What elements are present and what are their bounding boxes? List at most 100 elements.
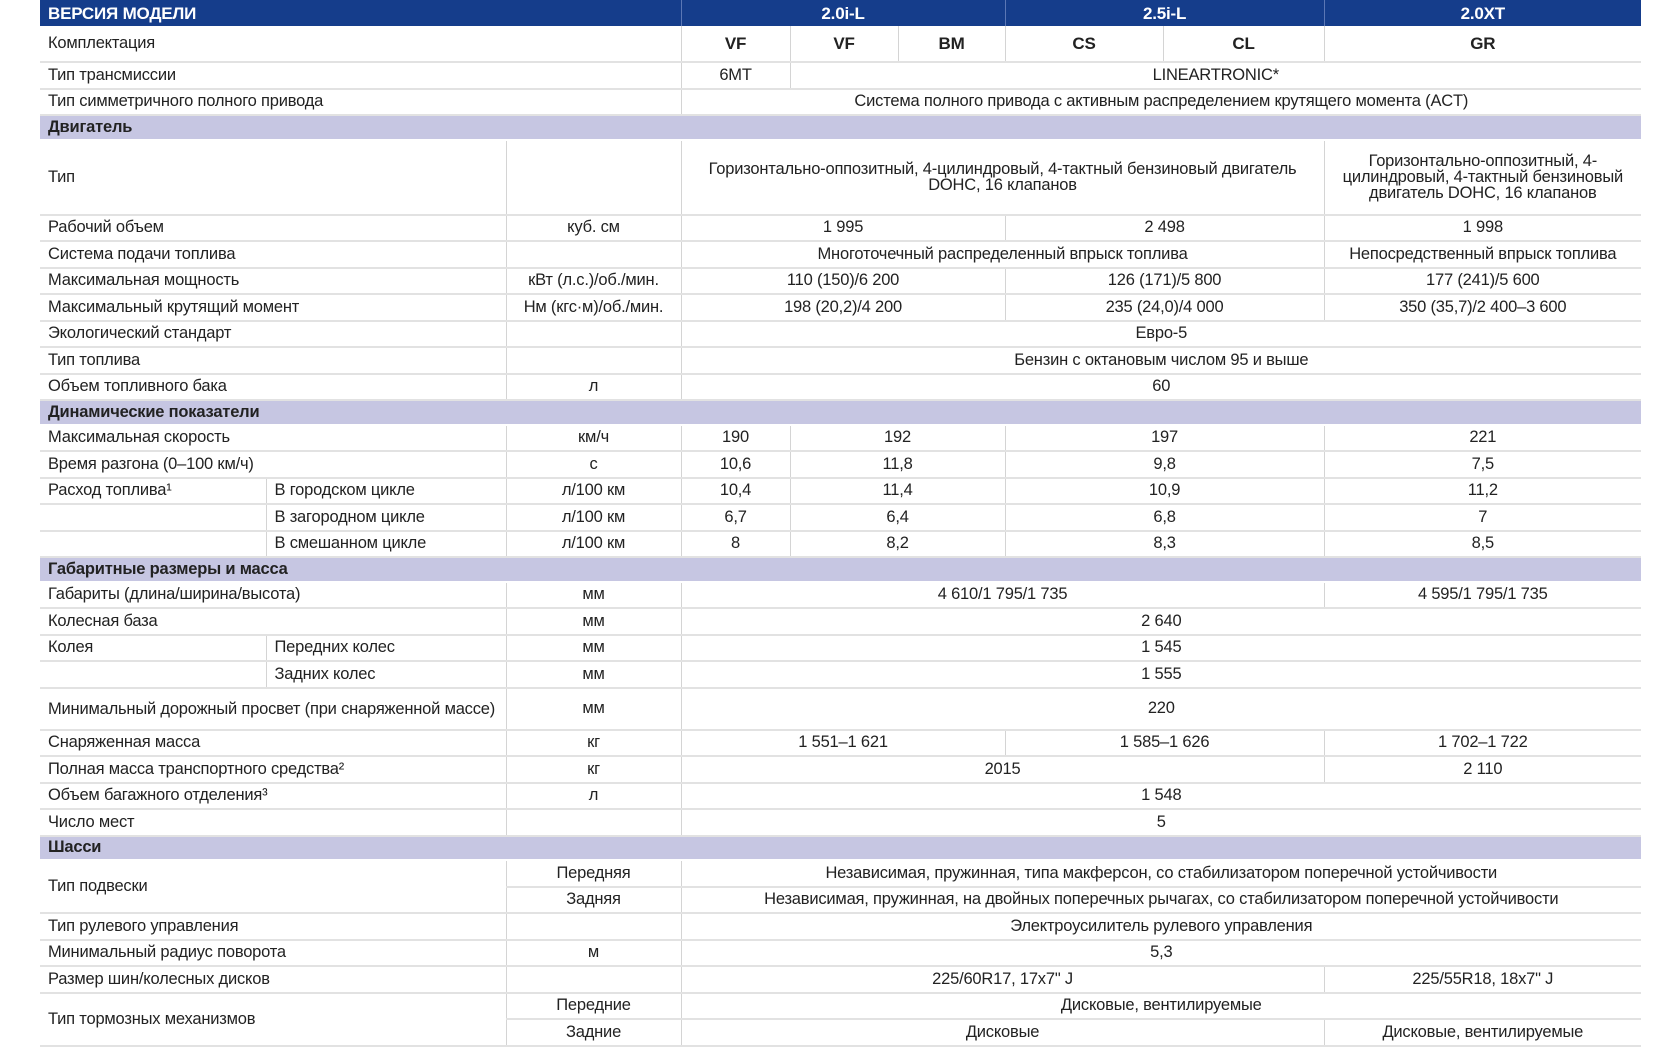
spec-row: Максимальная скорость км/ч 190 192 197 221 [40, 424, 1642, 452]
spec-unit: л [505, 373, 682, 401]
spec-value: Дисковые, вентилируемые [680, 992, 1642, 1020]
trim-vf-1: VF [680, 26, 791, 63]
spec-row: Объем багажного отделения³ л 1 548 [40, 782, 1642, 810]
spec-unit [505, 139, 682, 216]
section-title: Двигатель [40, 115, 1642, 141]
spec-unit: л/100 км [505, 530, 682, 558]
spec-unit: км/ч [505, 424, 682, 452]
trim-label: Комплектация [40, 26, 682, 63]
spec-value: 1 995 [680, 214, 1006, 242]
spec-value: 6,4 [789, 504, 1006, 532]
spec-value: 221 [1323, 424, 1642, 452]
section-header-row: Двигатель [40, 115, 1642, 141]
spec-value: 11,8 [789, 451, 1006, 479]
spec-value: 2 640 [680, 608, 1642, 636]
spec-label: Тип рулевого управления [40, 913, 506, 941]
spec-row: Тип трансмиссии 6MT LINEARTRONIC* [40, 62, 1642, 90]
spec-label: Полная масса транспортного средства² [40, 756, 506, 784]
spec-unit [505, 241, 682, 269]
spec-row: В смешанном цикле л/100 км 8 8,2 8,3 8,5 [40, 530, 1642, 558]
spec-unit: л [505, 782, 682, 810]
spec-value: 11,2 [1323, 477, 1642, 505]
spec-row: В загородном цикле л/100 км 6,7 6,4 6,8 7 [40, 504, 1642, 532]
spec-value: 11,4 [789, 477, 1006, 505]
spec-row: Колесная база мм 2 640 [40, 608, 1642, 636]
spec-label: Тип тормозных механизмов [40, 992, 506, 1047]
trim-row: Комплектация VF VF BM CS CL GR [40, 26, 1642, 63]
spec-value: Дисковые, вентилируемые [1323, 1019, 1642, 1047]
spec-label: Максимальный крутящий момент [40, 294, 506, 322]
spec-value: 1 545 [680, 634, 1642, 662]
spec-unit: кг [505, 729, 682, 757]
spec-value: 10,9 [1004, 477, 1325, 505]
spec-value: Непосредственный впрыск топлива [1323, 241, 1642, 269]
spec-value: 225/55R18, 18x7" J [1323, 966, 1642, 994]
spec-value: 8 [680, 530, 791, 558]
spec-row: Тип топлива Бензин с октановым числом 95 … [40, 347, 1642, 375]
spec-value: 10,6 [680, 451, 791, 479]
spec-label: Расход топлива¹ [40, 477, 266, 505]
spec-value: Дисковые [680, 1019, 1325, 1047]
spec-label [40, 504, 266, 532]
spec-value: 2 498 [1004, 214, 1325, 242]
spec-row: Максимальный крутящий момент Нм (кгс·м)/о… [40, 294, 1642, 322]
spec-row: Рабочий объем куб. см 1 995 2 498 1 998 [40, 214, 1642, 242]
specifications-table: ВЕРСИЯ МОДЕЛИ 2.0i-L 2.5i-L 2.0XT Компле… [40, 0, 1642, 1047]
spec-value: 4 595/1 795/1 735 [1323, 581, 1642, 609]
trim-gr: GR [1323, 26, 1642, 63]
spec-value: 235 (24,0)/4 000 [1004, 294, 1325, 322]
spec-value: 1 585–1 626 [1004, 729, 1325, 757]
spec-value: 1 555 [680, 661, 1642, 689]
spec-value: Независимая, пружинная, на двойных попер… [680, 886, 1642, 914]
spec-value: 4 610/1 795/1 735 [680, 581, 1325, 609]
spec-value: 192 [789, 424, 1006, 452]
spec-unit: кг [505, 756, 682, 784]
spec-unit: мм [505, 687, 682, 731]
spec-row: Время разгона (0–100 км/ч) с 10,6 11,8 9,8 7,… [40, 451, 1642, 479]
spec-value: Независимая, пружинная, типа макферсон, … [680, 860, 1642, 888]
spec-value: Электроусилитель рулевого управления [680, 913, 1642, 941]
spec-unit: кВт (л.с.)/об./мин. [505, 267, 682, 295]
spec-value: Бензин с октановым числом 95 и выше [680, 347, 1642, 375]
spec-sublabel: В смешанном цикле [265, 530, 506, 558]
spec-value: 5 [680, 809, 1642, 837]
spec-row: Тип подвески Передняя Независимая, пружинн… [40, 860, 1642, 914]
spec-value: 225/60R17, 17x7" J [680, 966, 1325, 994]
spec-row: Задних колес мм 1 555 [40, 661, 1642, 689]
spec-label: Минимальный радиус поворота [40, 939, 506, 967]
spec-value: 9,8 [1004, 451, 1325, 479]
spec-row: Размер шин/колесных дисков 225/60R17, 17x… [40, 966, 1642, 994]
spec-unit: Передние [505, 992, 682, 1020]
spec-label: Число мест [40, 809, 506, 837]
spec-label: Минимальный дорожный просвет (при снаряж… [40, 687, 506, 731]
spec-value: 7 [1323, 504, 1642, 532]
section-header-row: Габаритные размеры и масса [40, 557, 1642, 583]
spec-label: Объем багажного отделения³ [40, 782, 506, 810]
spec-value: Многоточечный распределенный впрыск топл… [680, 241, 1325, 269]
spec-label: Колесная база [40, 608, 506, 636]
spec-value: 8,3 [1004, 530, 1325, 558]
spec-label: Время разгона (0–100 км/ч) [40, 451, 506, 479]
spec-unit [505, 320, 682, 348]
model-2-0i-l: 2.0i-L [680, 0, 1006, 26]
spec-value: Горизонтально-оппозитный, 4-цилиндровый,… [1323, 139, 1642, 216]
spec-label: Максимальная мощность [40, 267, 506, 295]
spec-row: Полная масса транспортного средства² кг 20… [40, 756, 1642, 784]
spec-label: Система подачи топлива [40, 241, 506, 269]
spec-sublabel: Передних колес [265, 634, 506, 662]
section-header-row: Динамические показатели [40, 400, 1642, 426]
spec-label: Максимальная скорость [40, 424, 506, 452]
model-version-header-row: ВЕРСИЯ МОДЕЛИ 2.0i-L 2.5i-L 2.0XT [40, 0, 1642, 26]
spec-value: 2015 [680, 756, 1325, 784]
spec-unit: мм [505, 634, 682, 662]
spec-value: 1 998 [1323, 214, 1642, 242]
trim-cs: CS [1004, 26, 1164, 63]
spec-unit: мм [505, 581, 682, 609]
spec-value: 220 [680, 687, 1642, 731]
model-version-title: ВЕРСИЯ МОДЕЛИ [40, 0, 682, 26]
spec-label: Снаряженная масса [40, 729, 506, 757]
spec-value: 197 [1004, 424, 1325, 452]
trim-vf-2: VF [789, 26, 899, 63]
trim-bm: BM [897, 26, 1006, 63]
spec-unit: Нм (кгс·м)/об./мин. [505, 294, 682, 322]
